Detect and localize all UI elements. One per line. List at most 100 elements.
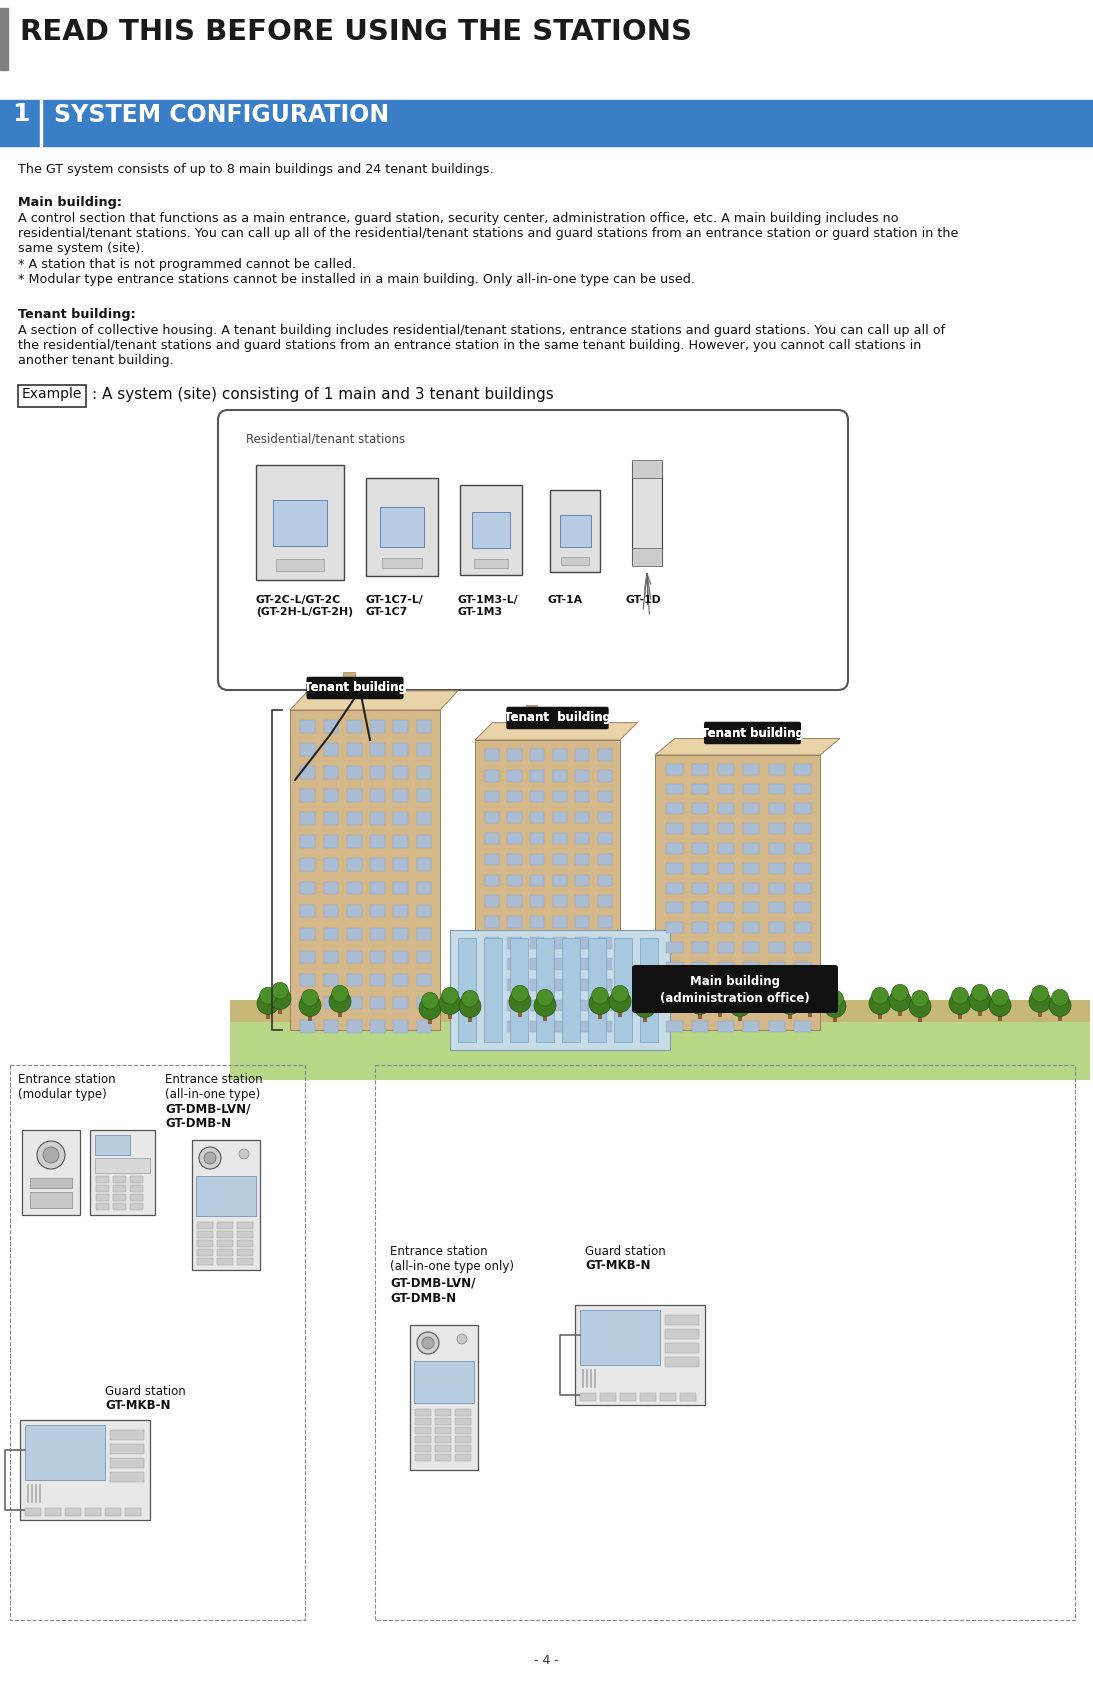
Bar bbox=[768, 961, 785, 973]
Bar bbox=[218, 1249, 233, 1256]
Bar bbox=[455, 1436, 471, 1442]
Circle shape bbox=[37, 1141, 64, 1170]
Bar bbox=[237, 1249, 252, 1256]
Bar bbox=[455, 1427, 471, 1434]
Bar bbox=[768, 902, 785, 914]
Bar bbox=[301, 836, 315, 848]
Bar bbox=[324, 881, 339, 895]
Bar bbox=[393, 951, 408, 963]
Bar bbox=[393, 881, 408, 895]
Text: Main building
(administration office): Main building (administration office) bbox=[660, 975, 810, 1005]
Bar bbox=[530, 937, 544, 949]
Bar bbox=[113, 1176, 126, 1183]
Bar bbox=[416, 973, 432, 986]
Bar bbox=[485, 854, 500, 864]
Bar bbox=[113, 1185, 126, 1192]
Bar bbox=[598, 958, 612, 970]
Bar bbox=[667, 863, 682, 873]
Bar bbox=[416, 997, 432, 1010]
Polygon shape bbox=[655, 739, 839, 754]
Bar bbox=[743, 942, 760, 953]
Bar bbox=[898, 1007, 902, 1015]
Bar bbox=[665, 1342, 700, 1353]
Bar bbox=[383, 558, 422, 568]
Bar bbox=[0, 8, 8, 69]
Bar bbox=[552, 832, 566, 844]
Bar bbox=[795, 863, 811, 873]
Bar bbox=[435, 1427, 451, 1434]
Circle shape bbox=[612, 985, 628, 1002]
Bar bbox=[64, 1509, 81, 1515]
Bar bbox=[448, 1010, 453, 1019]
Bar bbox=[324, 766, 339, 780]
Bar bbox=[665, 1358, 700, 1366]
Bar bbox=[197, 1222, 213, 1229]
Bar bbox=[1058, 1012, 1062, 1020]
Bar bbox=[507, 875, 521, 886]
Bar bbox=[718, 1002, 733, 1012]
Bar bbox=[25, 1425, 105, 1480]
Bar bbox=[393, 997, 408, 1010]
Bar bbox=[552, 958, 566, 970]
Bar bbox=[620, 1393, 636, 1402]
Bar bbox=[371, 1020, 385, 1032]
Bar bbox=[743, 863, 760, 873]
Bar bbox=[575, 792, 589, 802]
Bar bbox=[580, 1393, 596, 1402]
Text: GT-DMB-LVN/
GT-DMB-N: GT-DMB-LVN/ GT-DMB-N bbox=[165, 1102, 250, 1131]
Circle shape bbox=[991, 990, 1009, 1007]
Bar bbox=[507, 980, 521, 990]
Bar bbox=[598, 749, 612, 761]
Bar bbox=[416, 766, 432, 780]
Bar bbox=[667, 803, 682, 814]
Bar bbox=[562, 937, 580, 1042]
Bar bbox=[743, 961, 760, 973]
Bar bbox=[435, 1409, 451, 1415]
Bar bbox=[795, 1022, 811, 1032]
Bar bbox=[324, 1020, 339, 1032]
Bar bbox=[435, 1454, 451, 1461]
Circle shape bbox=[419, 997, 440, 1019]
Bar bbox=[957, 1010, 962, 1019]
Circle shape bbox=[779, 992, 801, 1014]
Bar bbox=[17, 385, 86, 407]
Bar bbox=[530, 875, 544, 886]
Bar bbox=[768, 981, 785, 993]
FancyBboxPatch shape bbox=[506, 707, 609, 729]
Bar bbox=[552, 749, 566, 761]
Circle shape bbox=[889, 990, 910, 1012]
Bar bbox=[273, 500, 327, 546]
Circle shape bbox=[636, 990, 654, 1007]
Bar bbox=[665, 1315, 700, 1325]
Bar bbox=[795, 961, 811, 973]
Bar bbox=[768, 863, 785, 873]
Bar bbox=[507, 958, 521, 970]
Polygon shape bbox=[290, 692, 458, 710]
Bar bbox=[414, 1361, 474, 1403]
Circle shape bbox=[442, 988, 458, 1003]
Bar bbox=[575, 917, 589, 927]
Bar bbox=[552, 917, 566, 927]
Bar bbox=[346, 858, 362, 871]
Bar bbox=[237, 1222, 252, 1229]
Bar bbox=[552, 937, 566, 949]
Polygon shape bbox=[475, 722, 637, 741]
FancyBboxPatch shape bbox=[704, 722, 801, 744]
Bar bbox=[338, 1009, 342, 1017]
Bar bbox=[575, 1020, 589, 1032]
Circle shape bbox=[972, 985, 988, 1002]
Bar bbox=[290, 710, 440, 1031]
Bar bbox=[518, 1009, 522, 1017]
Bar bbox=[197, 1249, 213, 1256]
Circle shape bbox=[731, 990, 749, 1007]
Text: SYSTEM CONFIGURATION: SYSTEM CONFIGURATION bbox=[54, 103, 389, 127]
Bar bbox=[795, 803, 811, 814]
Bar bbox=[507, 1000, 521, 1012]
Bar bbox=[371, 742, 385, 756]
Bar bbox=[667, 783, 682, 795]
Bar bbox=[346, 997, 362, 1010]
Circle shape bbox=[534, 995, 556, 1017]
Bar bbox=[30, 1192, 72, 1209]
Bar bbox=[301, 812, 315, 825]
Text: Tenant building: Tenant building bbox=[304, 681, 407, 695]
